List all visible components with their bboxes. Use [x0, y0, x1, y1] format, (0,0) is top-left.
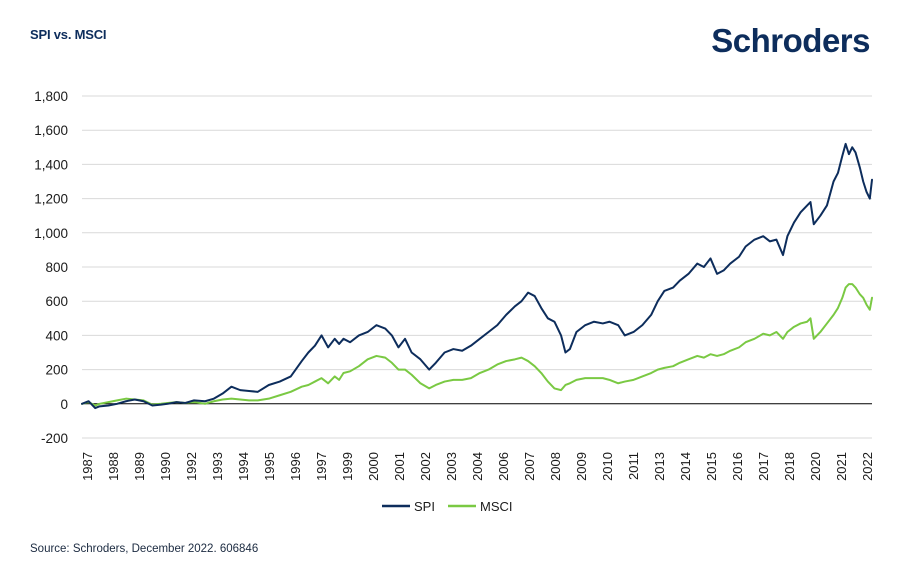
series-layer: [81, 142, 873, 410]
x-tick-label: 1989: [132, 452, 147, 481]
x-tick-label: 1996: [288, 452, 303, 481]
x-axis-ticks: 1987 1988 1989 1990 1992 1993 1994 1995 1996 1997…: [80, 452, 875, 481]
x-tick-label: 1997: [314, 452, 329, 481]
legend-label-spi: SPI: [414, 499, 435, 514]
x-tick-label: 2002: [418, 452, 433, 481]
x-tick-label: 2010: [600, 452, 615, 481]
x-tick-label: 2015: [704, 452, 719, 481]
y-tick-label: 1,600: [34, 123, 68, 138]
x-tick-label: 1992: [184, 452, 199, 481]
source-note: Source: Schroders, December 2022. 606846: [30, 543, 259, 555]
x-tick-label: 2000: [366, 452, 381, 481]
series-line-spi: [81, 142, 873, 410]
y-axis-ticks: -200 0 200 400 600 800 1,000 1,200 1,400 1,600 1,8…: [34, 89, 68, 446]
chart-title: SPI vs. MSCI: [30, 27, 107, 42]
legend-label-msci: MSCI: [480, 499, 513, 514]
grid-lines: [82, 95, 872, 439]
x-tick-label: 2004: [470, 452, 485, 481]
x-tick-label: 2016: [730, 452, 745, 481]
x-tick-label: 1987: [80, 452, 95, 481]
legend: SPI MSCI: [382, 499, 513, 514]
x-tick-label: 2018: [782, 452, 797, 481]
x-tick-label: 2011: [626, 452, 641, 480]
x-tick-label: 2007: [522, 452, 537, 481]
x-tick-label: 2013: [652, 452, 667, 481]
x-tick-label: 2022: [860, 452, 875, 481]
x-tick-label: 2003: [444, 452, 459, 481]
x-tick-label: 1995: [262, 452, 277, 481]
y-tick-label: 200: [45, 363, 68, 378]
x-tick-label: 1999: [340, 452, 355, 481]
x-tick-label: 2021: [834, 452, 849, 481]
y-tick-label: 1,400: [34, 157, 68, 172]
schroders-logo: Schroders: [711, 22, 870, 59]
x-tick-label: 2008: [548, 452, 563, 481]
series-line-msci: [81, 283, 873, 407]
y-tick-label: 600: [45, 294, 68, 309]
x-tick-label: 2014: [678, 452, 693, 481]
y-tick-label: 0: [60, 397, 68, 412]
x-tick-label: 2006: [496, 452, 511, 481]
x-tick-label: 2017: [756, 452, 771, 481]
x-tick-label: 2020: [808, 452, 823, 481]
y-tick-label: 1,000: [34, 226, 68, 241]
x-tick-label: 2001: [392, 452, 407, 481]
y-tick-label: -200: [41, 431, 68, 446]
x-tick-label: 1990: [158, 452, 173, 481]
y-tick-label: 1,200: [34, 192, 68, 207]
x-tick-label: 1994: [236, 452, 251, 481]
x-tick-label: 1988: [106, 452, 121, 481]
x-tick-label: 1993: [210, 452, 225, 481]
y-tick-label: 400: [45, 328, 68, 343]
y-tick-label: 800: [45, 260, 68, 275]
x-tick-label: 2009: [574, 452, 589, 481]
y-tick-label: 1,800: [34, 89, 68, 104]
